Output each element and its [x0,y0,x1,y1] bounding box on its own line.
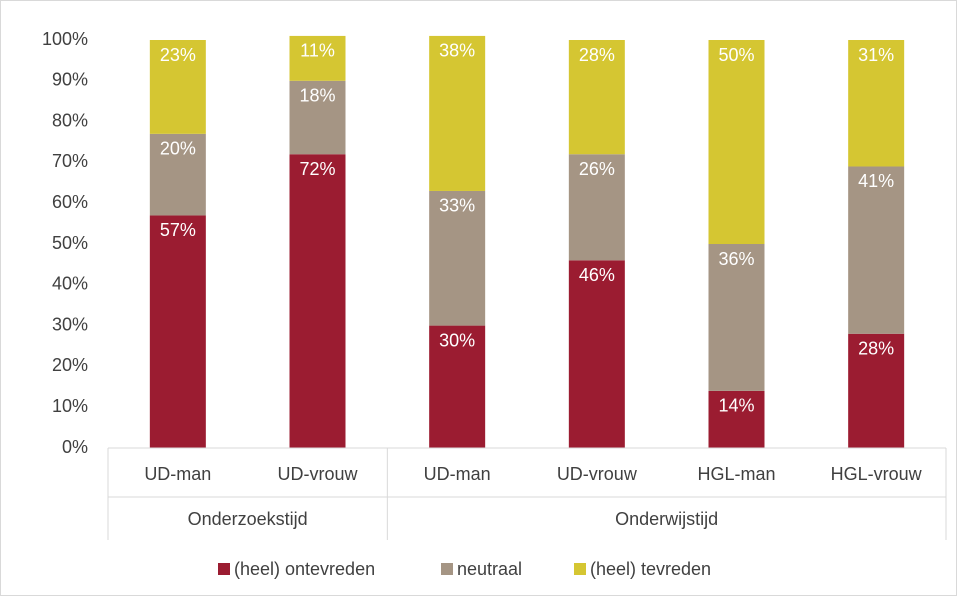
data-label: 41% [858,171,894,191]
legend-label: (heel) tevreden [590,559,711,579]
y-tick-label: 80% [52,110,88,130]
bar-segment [568,260,625,448]
group-label: Onderwijstijd [615,509,718,529]
bar-segment [149,215,206,448]
bar-segment [708,390,765,448]
data-label: 72% [299,159,335,179]
legend-label: (heel) ontevreden [234,559,375,579]
data-label: 20% [160,139,196,159]
y-tick-label: 70% [52,151,88,171]
bar-segment [289,154,346,449]
legend-swatch [441,563,453,575]
y-tick-label: 60% [52,192,88,212]
data-label: 18% [299,86,335,106]
y-tick-label: 0% [62,437,88,457]
x-tick-label: HGL-vrouw [831,464,923,484]
bar-segment [708,244,765,391]
bar-segment [429,35,486,191]
bar-segment [848,333,905,448]
bar-segment [429,325,486,448]
data-label: 30% [439,330,475,350]
x-tick-label: UD-vrouw [557,464,638,484]
bar-segment [289,35,346,81]
data-label: 11% [300,41,335,61]
data-label: 38% [439,41,475,61]
data-label: 33% [439,196,475,216]
y-tick-label: 20% [52,355,88,375]
y-tick-label: 50% [52,233,88,253]
data-label: 57% [160,220,196,240]
bar-segment [429,190,486,326]
bar-segment [848,40,905,167]
bar-segment [568,154,625,261]
data-label: 14% [718,396,754,416]
legend-swatch [574,563,586,575]
data-label: 28% [579,45,615,65]
y-tick-label: 100% [42,29,88,49]
data-label: 50% [718,45,754,65]
y-tick-label: 40% [52,274,88,294]
x-tick-label: UD-man [424,464,491,484]
y-tick-label: 10% [52,396,88,416]
x-tick-label: UD-man [144,464,211,484]
data-label: 23% [160,45,196,65]
bar-segment [568,40,625,155]
legend-label: neutraal [457,559,522,579]
group-label: Onderzoekstijd [188,509,308,529]
y-tick-label: 90% [52,70,88,90]
bar-segment [848,166,905,334]
data-label: 36% [718,249,754,269]
data-label: 26% [579,159,615,179]
y-tick-label: 30% [52,314,88,334]
data-label: 28% [858,339,894,359]
x-tick-label: UD-vrouw [277,464,358,484]
bar-segment [149,133,206,216]
data-label: 31% [858,45,894,65]
data-label: 46% [579,265,615,285]
bar-segment [289,80,346,155]
legend-swatch [218,563,230,575]
x-tick-label: HGL-man [697,464,775,484]
bar-segment [708,40,765,244]
bar-segment [149,40,206,134]
